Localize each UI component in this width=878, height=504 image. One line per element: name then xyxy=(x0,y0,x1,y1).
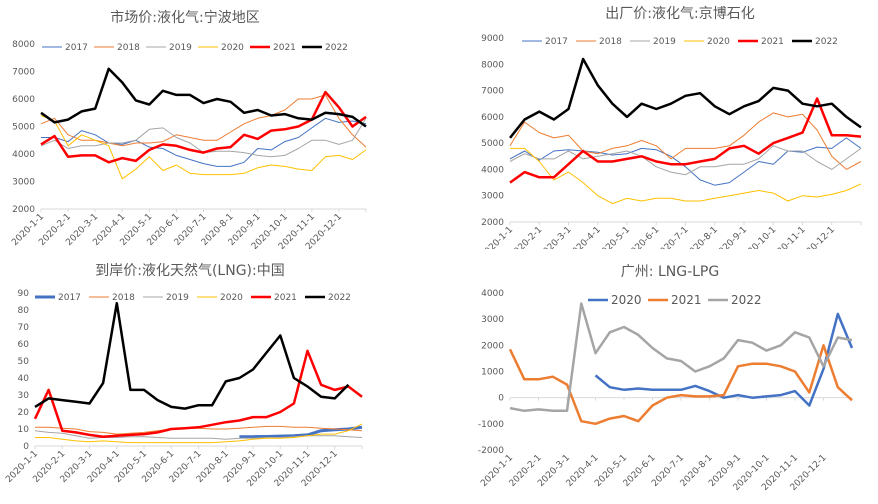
y-tick-label: 10 xyxy=(18,425,30,435)
y-tick-label: 4000 xyxy=(12,150,35,160)
legend-label-2018: 2018 xyxy=(117,43,140,53)
legend-label-2017: 2017 xyxy=(65,43,88,53)
y-tick-label: 8000 xyxy=(12,40,35,50)
legend-label-2019: 2019 xyxy=(169,43,192,53)
chart-guangzhou-lng-lpg-spread: 广州: LNG-LPG -2000 -1000 0 1000 2000 3000 4000 20… xyxy=(440,250,878,499)
legend-label-2021: 2021 xyxy=(761,37,784,47)
x-tick-label: 2020-5-1 xyxy=(596,225,632,249)
legend-label-2021: 2021 xyxy=(274,293,297,303)
y-tick-label: -2000 xyxy=(478,446,504,456)
y-tick-label: 0 xyxy=(498,394,504,404)
series-line-2018 xyxy=(509,112,862,170)
series-line-2017 xyxy=(509,137,862,186)
legend-label-2017: 2017 xyxy=(545,37,568,47)
series-line-2020 xyxy=(594,312,854,407)
y-tick-label: 8000 xyxy=(481,60,504,70)
y-tick-label: 3000 xyxy=(12,178,35,188)
legend-label-2022: 2022 xyxy=(328,293,351,303)
series-line-2022 xyxy=(40,67,367,128)
y-tick-label: 2000 xyxy=(12,205,35,215)
y-tick-label: 5000 xyxy=(12,123,35,133)
x-tick-label: 2020-2-1 xyxy=(508,225,544,249)
y-tick-label: 60 xyxy=(18,340,30,350)
y-tick-label: 7000 xyxy=(12,68,35,78)
legend-label-2022: 2022 xyxy=(731,293,762,307)
y-tick-label: 3000 xyxy=(481,192,504,202)
legend-label-2019: 2019 xyxy=(653,37,676,47)
y-tick-label: -1000 xyxy=(478,420,504,430)
legend-label-2020: 2020 xyxy=(220,293,243,303)
y-tick-label: 70 xyxy=(18,323,30,333)
chart-title: 到岸价:液化天然气(LNG):中国 xyxy=(95,262,284,279)
y-tick-label: 7000 xyxy=(481,87,504,97)
x-tick-label: 2020-6-1 xyxy=(625,225,661,249)
series-line-2021 xyxy=(509,97,862,184)
series-line-2019 xyxy=(509,145,862,176)
legend-label-2020: 2020 xyxy=(611,293,642,307)
series-line-2017 xyxy=(41,117,367,167)
chart-title: 出厂价:液化气:京博石化 xyxy=(605,5,754,22)
series-line-2022 xyxy=(509,302,853,413)
y-tick-label: 50 xyxy=(18,357,30,367)
y-tick-label: 0 xyxy=(23,442,29,452)
y-tick-label: 5000 xyxy=(481,139,504,149)
legend-label-2021: 2021 xyxy=(273,43,296,53)
legend-label-2022: 2022 xyxy=(325,43,348,53)
legend-label-2018: 2018 xyxy=(112,293,135,303)
y-tick-label: 2000 xyxy=(481,341,504,351)
legend-label-2022: 2022 xyxy=(815,37,838,47)
series-line-2022 xyxy=(34,301,350,410)
chart-jingbo-lpg-factory-price: 出厂价:液化气:京博石化 2000 3000 4000 5000 6000 7000 8000… xyxy=(440,0,878,249)
y-tick-label: 40 xyxy=(18,374,30,384)
y-tick-label: 4000 xyxy=(481,165,504,175)
series-line-2020 xyxy=(510,147,862,205)
series-line-2021 xyxy=(33,349,363,438)
series-line-2021 xyxy=(508,344,853,426)
series-line-2020 xyxy=(35,423,363,444)
x-tick-label: 2020-8-1 xyxy=(684,225,720,249)
y-tick-label: 90 xyxy=(18,289,30,299)
legend-label-2020: 2020 xyxy=(707,37,730,47)
y-tick-label: 6000 xyxy=(12,95,35,105)
y-tick-label: 80 xyxy=(18,306,30,316)
y-tick-label: 1000 xyxy=(481,368,504,378)
legend-label-2021: 2021 xyxy=(671,293,702,307)
y-tick-label: 9000 xyxy=(481,34,504,44)
legend-label-2019: 2019 xyxy=(166,293,189,303)
y-tick-label: 4000 xyxy=(481,289,504,299)
y-tick-label: 3000 xyxy=(481,315,504,325)
legend-label-2017: 2017 xyxy=(58,293,81,303)
chart-title: 广州: LNG-LPG xyxy=(621,264,719,280)
legend-label-2018: 2018 xyxy=(599,37,622,47)
x-tick-label: 2020-7-1 xyxy=(655,225,691,249)
chart-title: 市场价:液化气:宁波地区 xyxy=(110,9,259,26)
chart-china-lng-landed-price: 到岸价:液化天然气(LNG):中国 0 10 20 30 40 50 60 70 80 90 2020… xyxy=(0,255,439,504)
legend-label-2020: 2020 xyxy=(221,43,244,53)
y-tick-label: 20 xyxy=(18,408,30,418)
y-tick-label: 2000 xyxy=(481,218,504,228)
chart-ningbo-lpg-market-price: 市场价:液化气:宁波地区 2000 3000 4000 5000 6000 7000 8000… xyxy=(0,0,439,249)
y-tick-label: 6000 xyxy=(481,113,504,123)
series-line-2020 xyxy=(40,115,367,180)
y-tick-label: 30 xyxy=(18,391,30,401)
x-tick-label: 2020-1-1 xyxy=(479,225,515,249)
x-tick-label: 2020-9-1 xyxy=(713,225,749,249)
series-line-2022 xyxy=(509,57,862,139)
x-tick-label: 2020-3-1 xyxy=(538,225,574,249)
x-tick-label: 2020-4-1 xyxy=(567,225,603,249)
